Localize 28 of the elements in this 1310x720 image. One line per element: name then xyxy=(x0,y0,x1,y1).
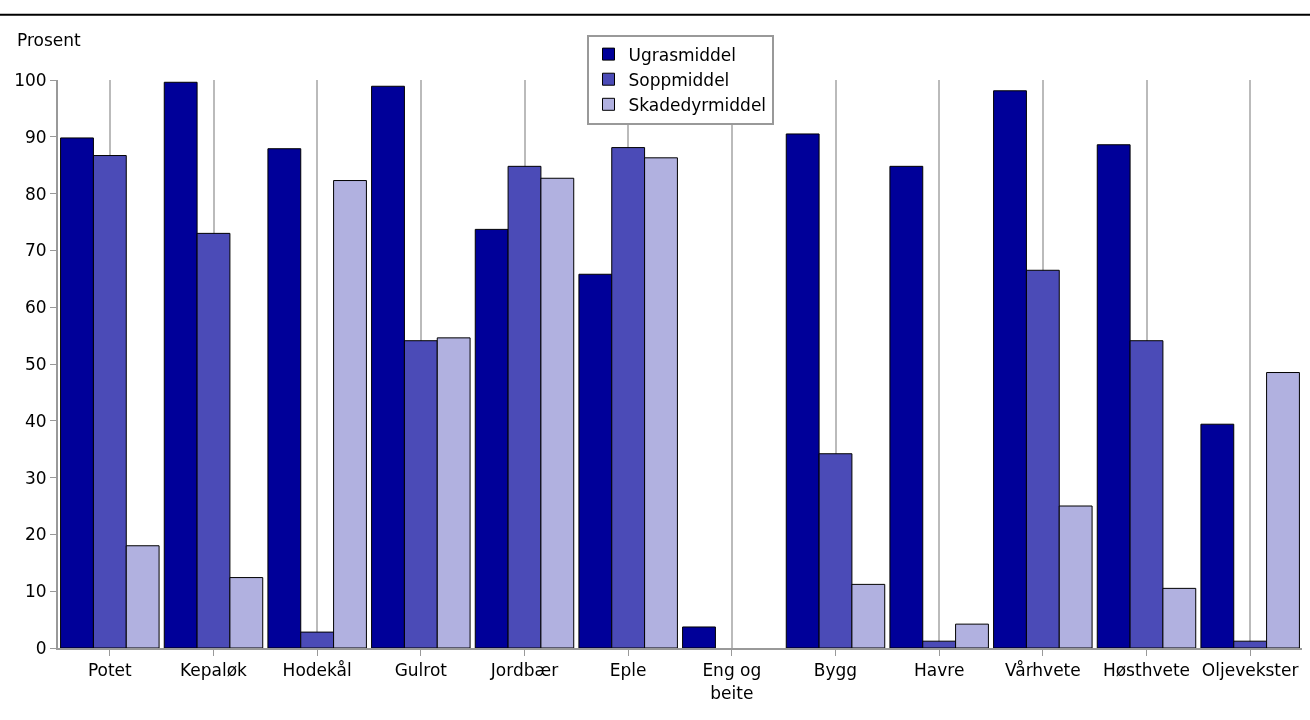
x-tick-label: Eple xyxy=(609,660,647,681)
y-tick-label: 50 xyxy=(24,353,47,374)
x-tick-label: Oljevekster xyxy=(1201,660,1299,681)
legend-label: Skadedyrmiddel xyxy=(628,94,767,115)
y-tick-label: 10 xyxy=(24,581,47,602)
legend-label: Soppmiddel xyxy=(628,69,730,90)
y-tick-label: 0 xyxy=(35,637,47,658)
x-tick-label: Jordbær xyxy=(489,660,559,681)
x-tick-label: Havre xyxy=(914,660,965,681)
y-tick-label: 40 xyxy=(24,410,47,431)
y-tick-label: 60 xyxy=(24,297,47,318)
x-tick-label: Kepaløk xyxy=(180,660,248,681)
legend-label: Ugrasmiddel xyxy=(628,44,737,65)
x-tick-label: Bygg xyxy=(813,660,858,681)
y-tick-label: 80 xyxy=(24,183,47,204)
x-tick-label: Eng og beite xyxy=(702,660,762,703)
x-tick-label: Hodekål xyxy=(282,660,352,681)
x-tick-label: Potet xyxy=(87,660,133,681)
x-tick-label: Vårhvete xyxy=(1004,660,1081,681)
y-tick-label: 20 xyxy=(24,524,47,545)
x-tick-label: Gulrot xyxy=(394,660,448,681)
y-tick-label: 70 xyxy=(24,240,47,261)
y-tick-label: 100 xyxy=(14,69,47,90)
bar xyxy=(682,626,716,648)
y-tick-label: 30 xyxy=(24,467,47,488)
y-tick-label: 90 xyxy=(24,126,47,147)
x-tick-label: Høsthvete xyxy=(1102,660,1191,681)
y-axis-title: Prosent xyxy=(17,30,82,50)
